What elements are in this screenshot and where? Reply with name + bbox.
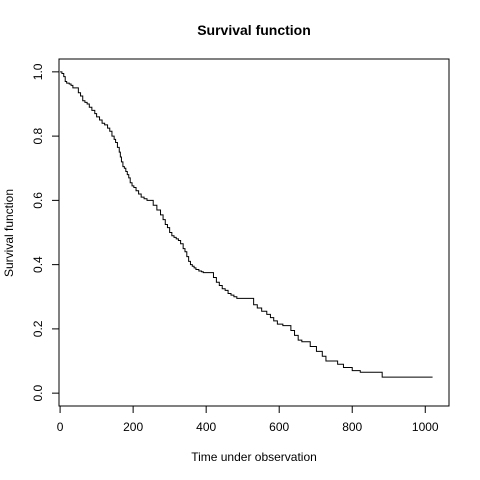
x-tick-label: 0 <box>57 420 64 434</box>
y-tick-label: 1.0 <box>31 63 45 80</box>
survival-curve <box>60 71 433 378</box>
y-tick-label: 0.0 <box>31 384 45 401</box>
y-axis-label: Survival function <box>2 189 16 277</box>
plot-frame <box>58 58 450 407</box>
y-axis: 0.0 0.2 0.4 0.6 0.8 1.0 <box>31 63 60 401</box>
y-tick-label: 0.8 <box>31 127 45 144</box>
x-axis-label: Time under observation <box>191 450 317 464</box>
y-tick-label: 0.2 <box>31 320 45 337</box>
chart-title: Survival function <box>197 22 311 38</box>
x-tick-label: 1000 <box>412 420 439 434</box>
x-tick-label: 200 <box>123 420 143 434</box>
x-tick-label: 400 <box>196 420 216 434</box>
x-tick-label: 800 <box>342 420 362 434</box>
y-tick-label: 0.6 <box>31 192 45 209</box>
y-tick-label: 0.4 <box>31 256 45 273</box>
x-tick-label: 600 <box>269 420 289 434</box>
x-axis: 0 200 400 600 800 1000 <box>57 405 439 434</box>
